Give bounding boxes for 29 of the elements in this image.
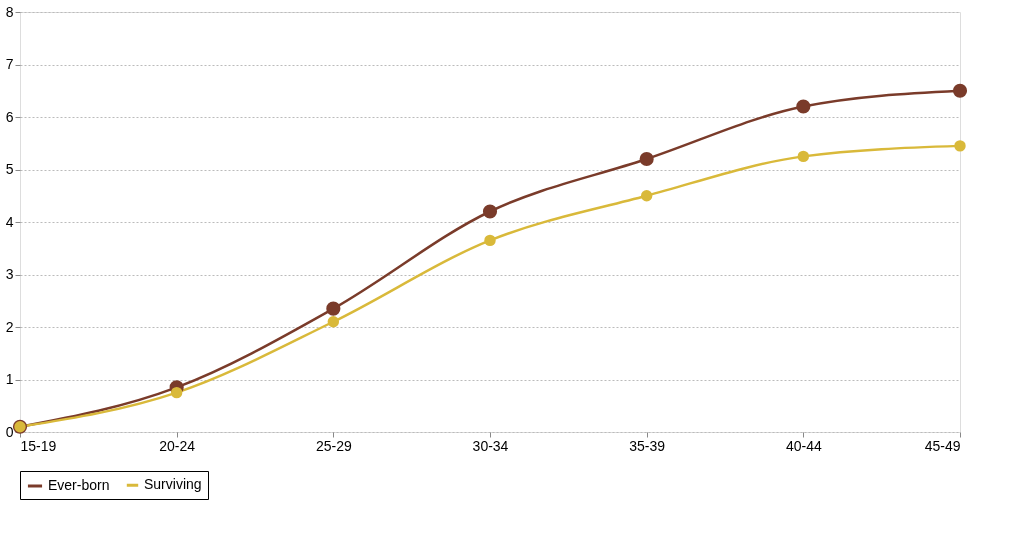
- x-tick-label: 15-19: [20, 437, 57, 454]
- point: [326, 301, 341, 316]
- point: [484, 234, 496, 247]
- x-tick-label: 45-49: [924, 437, 961, 454]
- y-tick-label: 3: [5, 266, 14, 282]
- x-tick-label: 35-39: [629, 437, 666, 454]
- x-tick-label: 30-34: [472, 437, 509, 454]
- y-tick-label: 2: [5, 318, 14, 335]
- point: [952, 83, 968, 98]
- y-tick-label: 0: [5, 423, 14, 440]
- point: [954, 140, 966, 152]
- legend-label: Surviving: [144, 476, 202, 493]
- point: [170, 386, 183, 399]
- point: [797, 150, 810, 163]
- y-tick-label: 6: [5, 108, 14, 125]
- point: [482, 204, 498, 219]
- point: [640, 190, 653, 202]
- y-tick-label: 7: [5, 56, 14, 72]
- x-tick-label: 25-29: [315, 437, 352, 454]
- point: [796, 99, 811, 114]
- point: [639, 151, 654, 167]
- legend-label: Ever-born: [48, 477, 110, 493]
- point: [327, 316, 340, 328]
- y-tick-label: 5: [5, 161, 14, 177]
- y-tick-label: 4: [5, 213, 14, 230]
- x-tick-label: 40-44: [785, 437, 822, 454]
- y-tick-label: 8: [5, 3, 14, 20]
- x-tick-label: 20-24: [159, 437, 196, 454]
- y-tick-label: 1: [5, 371, 14, 387]
